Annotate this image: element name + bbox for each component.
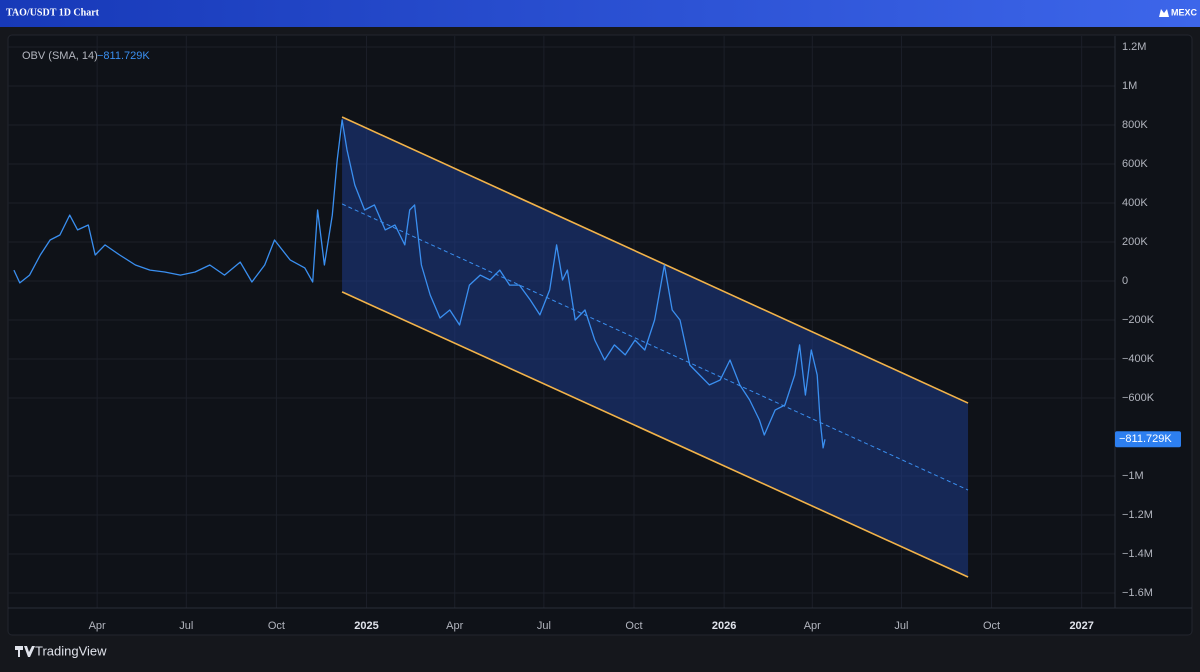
y-tick-label: 400K — [1122, 197, 1148, 209]
footer: TradingView — [35, 643, 107, 658]
last-value-badge — [1115, 431, 1181, 448]
channel-middle — [341, 203, 969, 491]
legend-label: OBV (SMA, 14) — [22, 50, 98, 62]
y-tick-label: −400K — [1122, 353, 1155, 365]
y-tick-label: −1M — [1122, 470, 1144, 482]
x-tick-label: Jul — [537, 620, 551, 632]
x-tick-label: Apr — [804, 620, 821, 632]
plot-area — [8, 36, 1115, 608]
x-tick-label: 2025 — [354, 620, 378, 632]
header-bar — [0, 0, 1200, 27]
x-tick-label: Jul — [894, 620, 908, 632]
y-tick-label: −200K — [1122, 314, 1155, 326]
brand: MEXC — [1171, 7, 1198, 17]
y-tick-label: 1M — [1122, 80, 1137, 92]
y-tick-label: 200K — [1122, 236, 1148, 248]
x-tick-label: 2026 — [712, 620, 736, 632]
y-tick-label: 1.2M — [1122, 41, 1146, 53]
y-tick-label: 800K — [1122, 119, 1148, 131]
x-tick-label: Jul — [179, 620, 193, 632]
chart-title: TAO/USDT 1D Chart — [6, 7, 100, 18]
footer-logo — [15, 646, 35, 657]
y-tick-label: −1.2M — [1122, 509, 1153, 521]
y-tick-label: −1.6M — [1122, 587, 1153, 599]
y-tick-label: 0 — [1122, 275, 1128, 287]
y-tick-label: −600K — [1122, 392, 1155, 404]
channel-lower — [341, 291, 969, 578]
last-value-label: −811.729K — [1119, 433, 1172, 445]
x-tick-label: 2027 — [1069, 620, 1093, 632]
channel-upper — [341, 116, 969, 404]
x-tick-label: Apr — [89, 620, 106, 632]
y-tick-label: −1.4M — [1122, 548, 1153, 560]
legend-value: −811.729K — [97, 50, 150, 62]
brand-logo — [1159, 9, 1169, 17]
x-tick-label: Apr — [446, 620, 463, 632]
y-tick-label: 600K — [1122, 158, 1148, 170]
data-line — [13, 119, 826, 449]
x-tick-label: Oct — [983, 620, 1000, 632]
x-tick-label: Oct — [625, 620, 642, 632]
x-tick-label: Oct — [268, 620, 285, 632]
